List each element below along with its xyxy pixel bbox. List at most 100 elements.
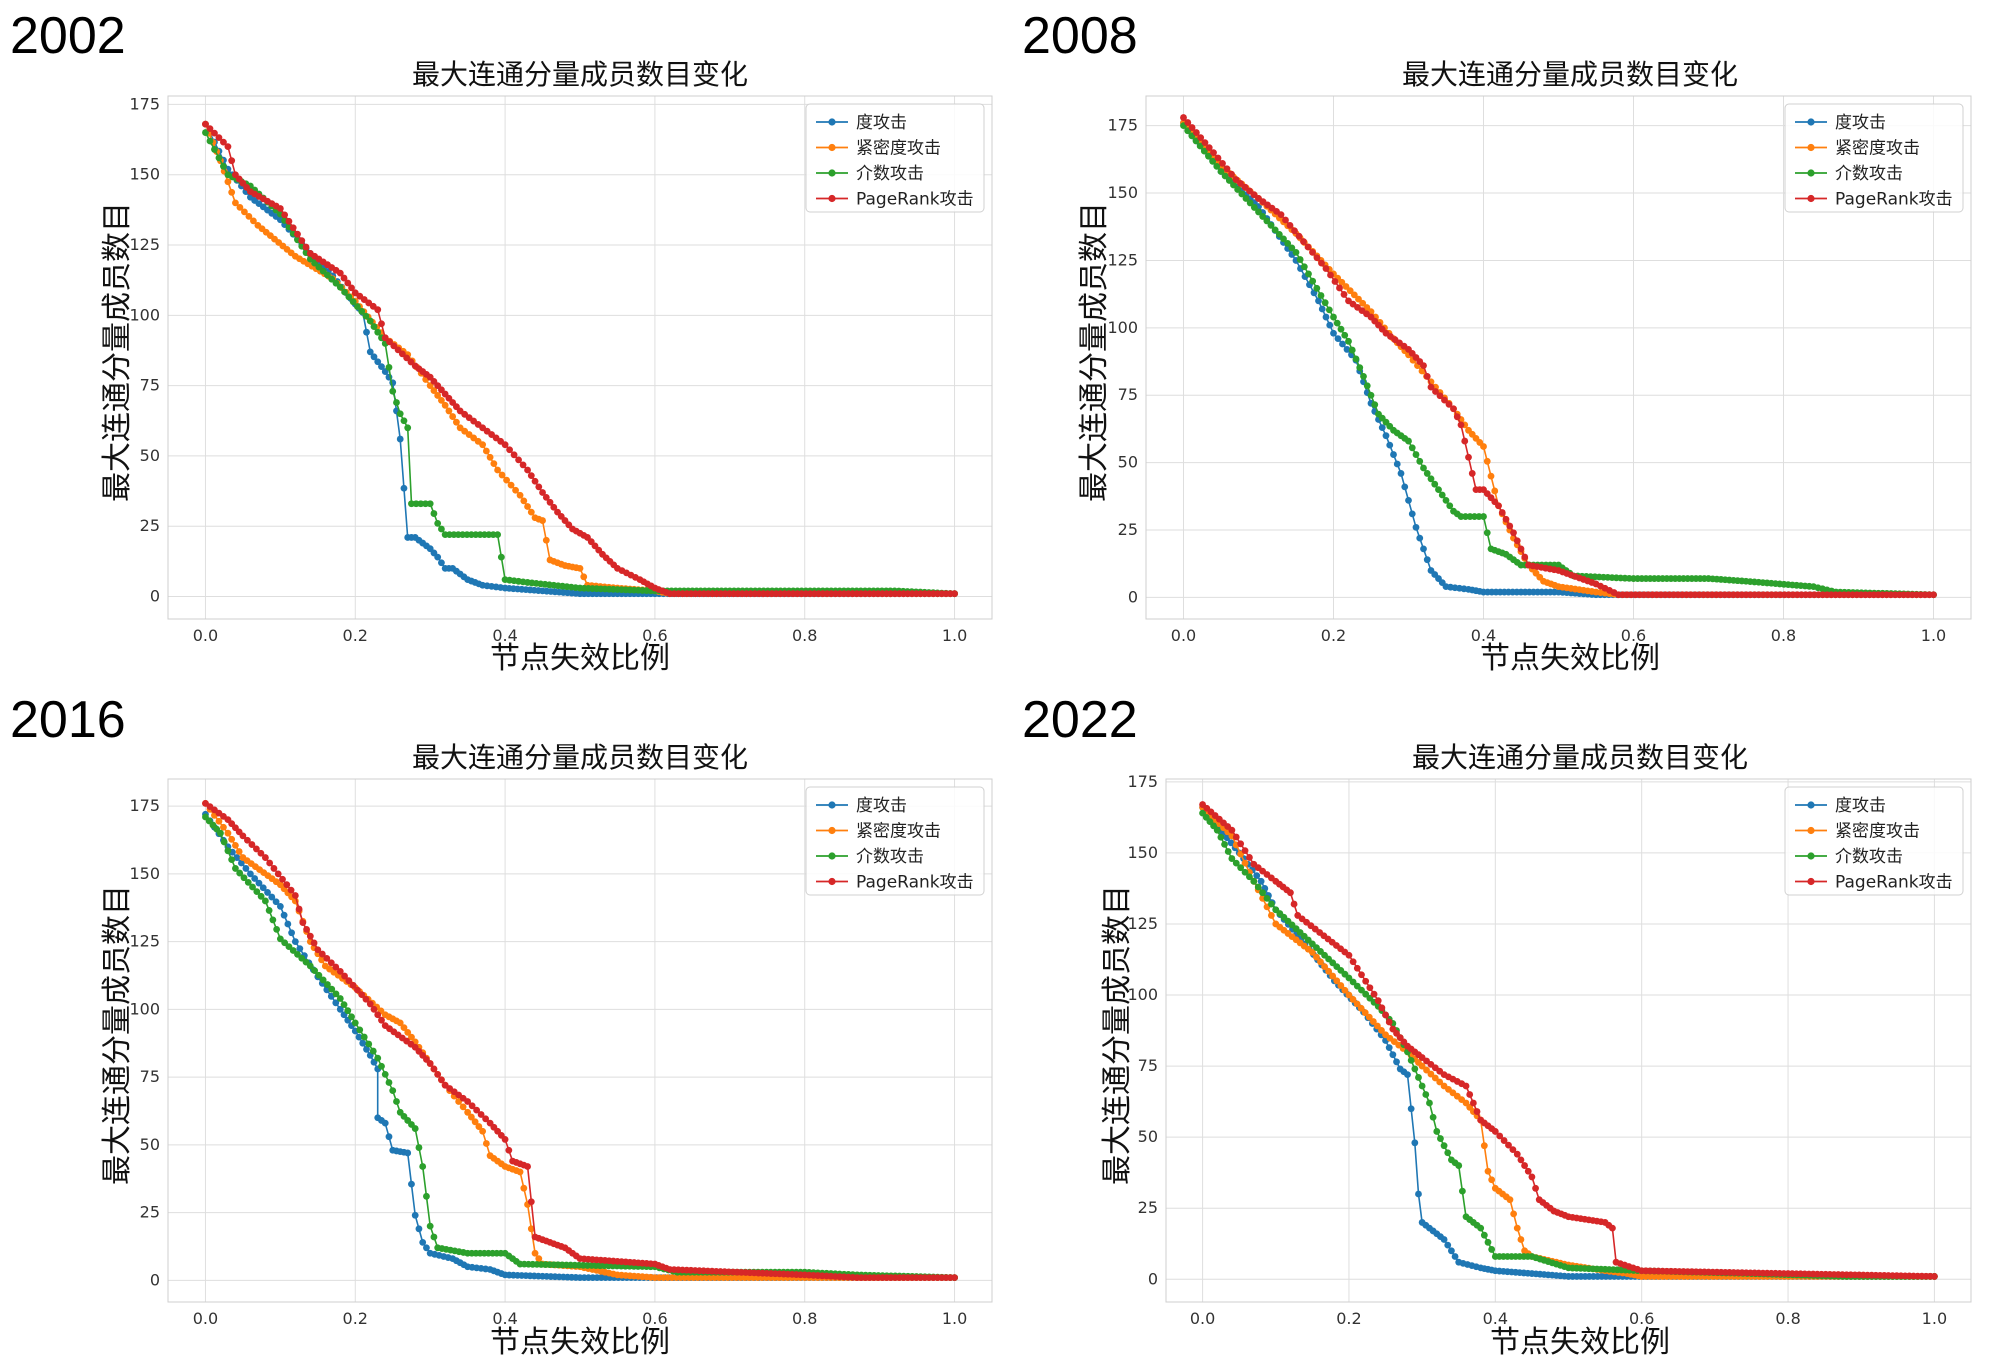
x-tick-label: 0.6 (1629, 1309, 1654, 1328)
data-point (355, 1033, 363, 1041)
x-tick-label: 0.2 (343, 1309, 368, 1328)
data-point (1444, 1149, 1452, 1157)
data-point (1263, 894, 1271, 902)
panel-label: 2008 (1022, 7, 1138, 65)
data-point (1390, 451, 1397, 458)
data-point (253, 888, 261, 896)
plot-frame (1145, 95, 1972, 620)
data-point (1517, 1156, 1525, 1164)
data-point (535, 483, 543, 491)
data-point (400, 417, 408, 425)
data-point (1491, 1128, 1499, 1135)
data-point (426, 500, 434, 508)
legend-box (1784, 786, 1964, 896)
data-point (1275, 230, 1283, 238)
data-point (524, 1163, 531, 1170)
data-point (520, 497, 528, 505)
data-point (314, 946, 322, 954)
y-tick-label: 25 (140, 1203, 160, 1222)
legend-label: 紧密度攻击 (856, 139, 941, 159)
data-point (1358, 986, 1365, 994)
data-point (1210, 149, 1217, 157)
data-point (1436, 392, 1444, 400)
data-point (1931, 1273, 1938, 1280)
data-point (482, 1140, 490, 1147)
legend-label: 紧密度攻击 (1835, 139, 1920, 159)
data-point (468, 1102, 476, 1110)
data-point (482, 447, 490, 455)
data-point (1246, 187, 1253, 195)
series-pagerank (202, 120, 958, 598)
legend-label: 介数攻击 (856, 164, 924, 184)
data-point (1284, 239, 1292, 247)
data-point (281, 211, 289, 219)
plot-frame (167, 95, 993, 620)
data-point (1259, 213, 1267, 220)
x-tick-label: 0.6 (642, 1309, 667, 1328)
data-point (411, 1211, 419, 1219)
data-point (1213, 162, 1221, 170)
plot-area: 0.0 0.2 0.4 0.6 0.8 1.0 0 25 50 75 100 125 150 175 度攻击… (129, 778, 993, 1328)
data-point (419, 1238, 427, 1246)
data-point (1250, 204, 1258, 211)
data-point (473, 1106, 481, 1114)
data-point (1217, 833, 1225, 841)
data-point (1524, 1167, 1532, 1175)
y-tick-label: 125 (129, 235, 160, 254)
data-point (1184, 119, 1192, 126)
data-point (1317, 958, 1324, 966)
data-point (542, 536, 550, 544)
data-point (441, 401, 449, 409)
y-tick-label: 100 (129, 999, 160, 1018)
y-tick-label: 0 (1128, 587, 1138, 606)
data-point (464, 1108, 472, 1116)
data-point (438, 559, 445, 567)
data-point (257, 892, 265, 900)
legend-label: 度攻击 (1835, 113, 1886, 133)
data-point (354, 303, 361, 310)
data-point (274, 870, 282, 878)
data-point (1292, 248, 1300, 256)
data-point (358, 991, 366, 999)
data-point (1290, 900, 1298, 908)
data-point (1349, 978, 1357, 986)
data-point (951, 590, 958, 598)
data-point (505, 1146, 513, 1154)
y-tick-label: 125 (1107, 250, 1138, 269)
data-point (1477, 1224, 1485, 1232)
y-tick-label: 75 (1118, 385, 1138, 404)
y-tick-label: 0 (150, 1270, 160, 1289)
chart-title: 最大连通分量成员数目变化 (412, 741, 748, 774)
data-point (1480, 443, 1487, 450)
data-point (374, 328, 382, 336)
data-point (289, 224, 297, 232)
y-tick-label: 150 (129, 864, 160, 883)
data-point (1431, 1074, 1439, 1082)
legend-marker (828, 877, 836, 886)
data-point (328, 275, 336, 283)
data-point (1228, 170, 1235, 178)
data-point (501, 1136, 509, 1143)
data-point (1427, 383, 1435, 391)
data-point (1480, 513, 1487, 520)
legend-label: PageRank攻击 (856, 873, 974, 893)
data-point (363, 328, 370, 336)
data-point (527, 1198, 535, 1206)
data-point (497, 553, 505, 561)
legend-label: 紧密度攻击 (1835, 822, 1920, 842)
data-point (1405, 496, 1412, 504)
data-point (1267, 912, 1275, 919)
data-point (506, 446, 513, 454)
data-point (1359, 299, 1367, 307)
data-point (362, 312, 370, 320)
data-point (1205, 144, 1213, 152)
data-point (1329, 972, 1337, 980)
data-point (220, 823, 227, 831)
data-point (1462, 1082, 1470, 1090)
data-point (1374, 1022, 1381, 1030)
data-point (341, 972, 348, 980)
chart-title: 最大连通分量成员数目变化 (412, 58, 748, 91)
x-tick-label: 0.2 (1321, 626, 1346, 645)
data-point (220, 138, 227, 146)
data-point (1521, 553, 1529, 561)
